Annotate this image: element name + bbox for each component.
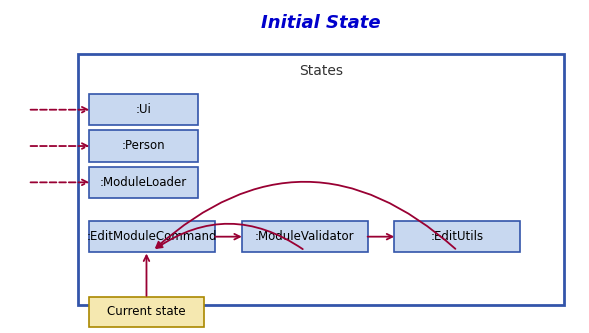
- Text: :Ui: :Ui: [135, 103, 151, 116]
- Text: :Person: :Person: [122, 140, 166, 153]
- FancyBboxPatch shape: [394, 221, 520, 252]
- Text: :EditUtils: :EditUtils: [431, 230, 484, 243]
- Text: Current state: Current state: [107, 305, 186, 318]
- FancyBboxPatch shape: [90, 166, 198, 198]
- FancyBboxPatch shape: [90, 94, 198, 125]
- Text: :ModuleValidator: :ModuleValidator: [255, 230, 355, 243]
- Text: States: States: [299, 64, 343, 78]
- Text: :EditModuleCommand: :EditModuleCommand: [87, 230, 217, 243]
- Text: Initial State: Initial State: [261, 14, 380, 32]
- Text: :ModuleLoader: :ModuleLoader: [100, 176, 187, 189]
- FancyBboxPatch shape: [78, 54, 564, 305]
- FancyBboxPatch shape: [90, 130, 198, 162]
- FancyBboxPatch shape: [241, 221, 368, 252]
- FancyBboxPatch shape: [90, 297, 204, 327]
- FancyBboxPatch shape: [90, 221, 216, 252]
